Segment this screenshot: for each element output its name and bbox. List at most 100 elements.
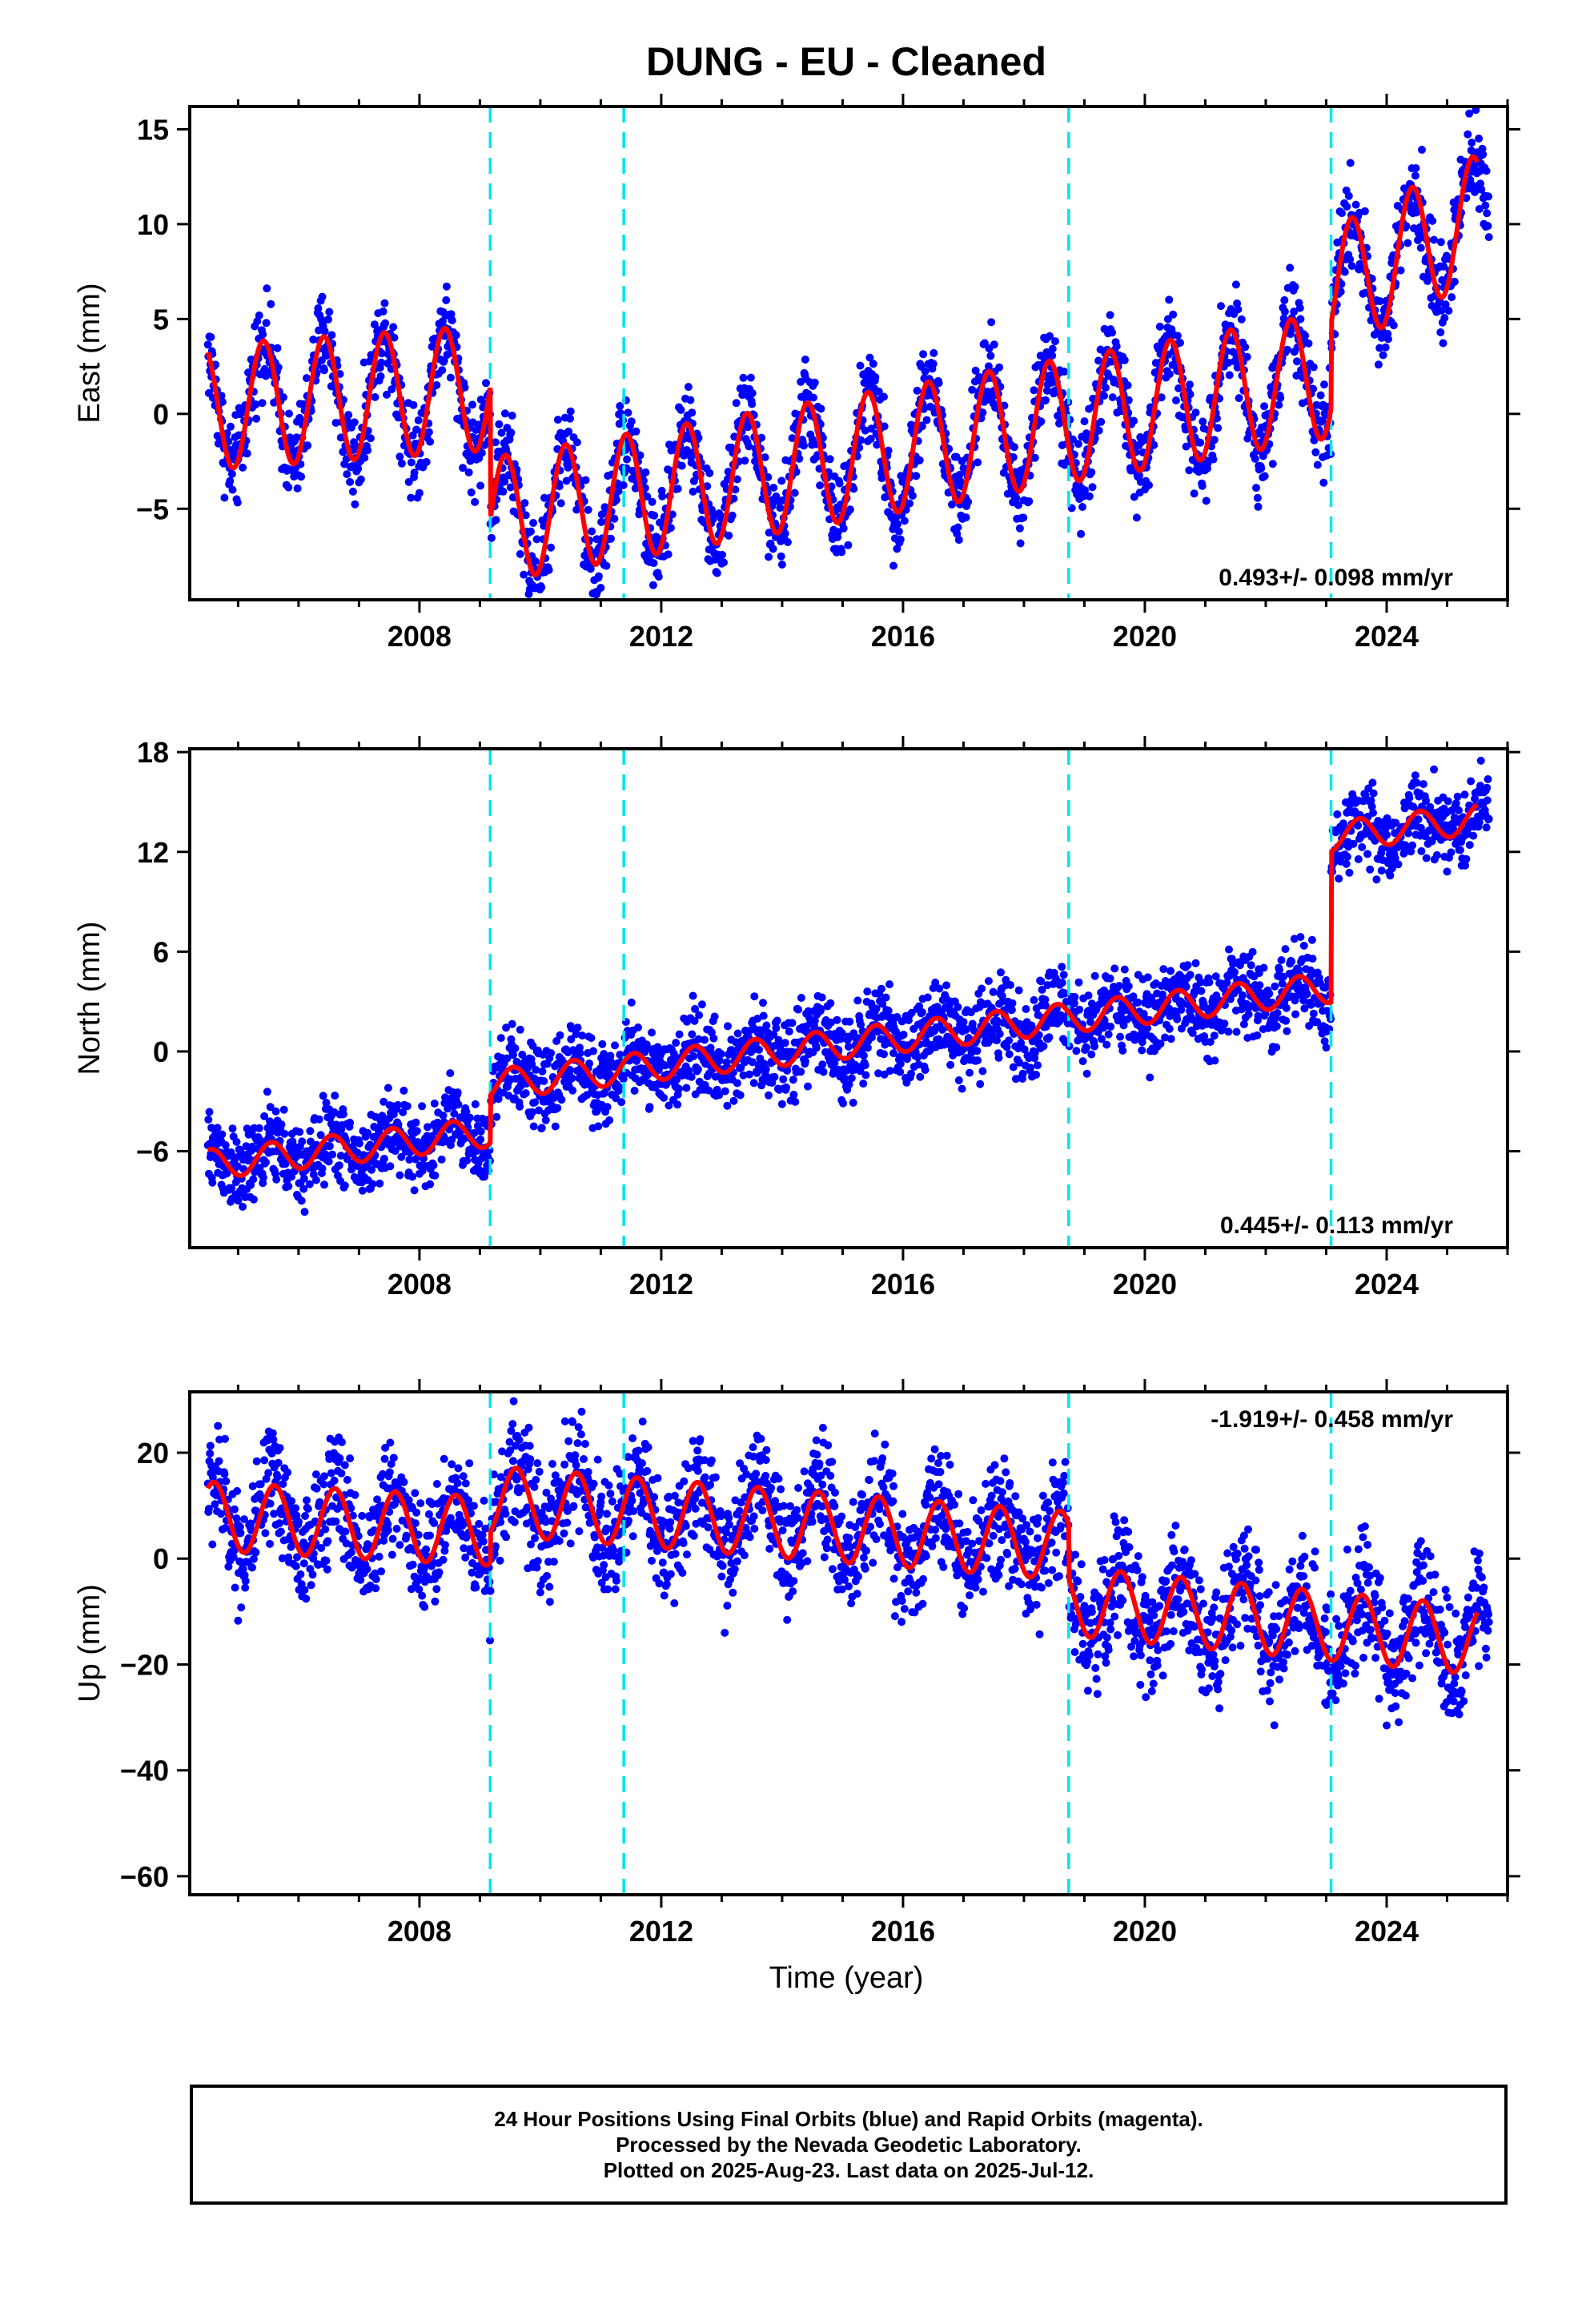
data-point	[205, 1108, 214, 1116]
data-point	[733, 1079, 741, 1088]
data-point	[1307, 935, 1316, 944]
data-point	[666, 524, 675, 533]
data-point	[448, 316, 456, 324]
data-point	[958, 1084, 966, 1093]
data-point	[791, 1097, 800, 1106]
data-point	[442, 296, 451, 304]
data-point	[1203, 459, 1212, 468]
y-tick-label: 0	[153, 398, 169, 431]
data-point	[1106, 1023, 1115, 1031]
data-point	[1155, 322, 1164, 331]
data-point	[683, 446, 691, 454]
data-point	[1338, 209, 1346, 218]
data-point	[403, 1102, 412, 1111]
data-point	[375, 1179, 384, 1188]
data-point	[249, 1175, 258, 1184]
data-point	[1244, 1010, 1253, 1019]
data-point	[1186, 380, 1194, 389]
data-point	[299, 1174, 308, 1183]
data-point	[725, 531, 733, 540]
data-point	[733, 475, 741, 484]
data-point	[785, 1027, 793, 1035]
data-point	[1299, 941, 1308, 950]
data-point	[377, 349, 386, 358]
data-point	[777, 552, 785, 561]
data-point	[893, 545, 901, 553]
data-point	[781, 1039, 789, 1047]
data-point	[356, 475, 365, 484]
data-point	[915, 456, 924, 464]
data-point	[631, 484, 640, 493]
data-point	[770, 1072, 779, 1081]
data-point	[566, 407, 575, 416]
data-point	[343, 470, 351, 479]
data-point	[371, 392, 379, 401]
data-point	[893, 520, 901, 529]
data-point	[764, 472, 773, 481]
data-point	[1287, 957, 1296, 966]
data-point	[1108, 328, 1117, 337]
data-point	[1202, 497, 1211, 505]
data-point	[1296, 933, 1305, 941]
data-point	[267, 300, 275, 308]
data-point	[1241, 343, 1250, 352]
data-point	[688, 408, 697, 417]
data-point	[1112, 342, 1121, 351]
data-point	[1381, 343, 1390, 352]
data-point	[339, 1110, 347, 1119]
data-point	[772, 1023, 781, 1032]
data-point	[1265, 989, 1274, 998]
data-point	[1074, 978, 1083, 987]
data-point	[845, 1043, 853, 1051]
data-point	[324, 1157, 333, 1166]
data-point	[379, 1154, 388, 1163]
data-point	[1316, 391, 1325, 400]
data-point	[701, 1035, 709, 1044]
data-point	[227, 422, 235, 431]
data-point	[1097, 417, 1106, 426]
data-point	[1094, 426, 1103, 435]
data-point	[277, 1120, 286, 1129]
data-point	[1225, 371, 1234, 380]
data-point	[1280, 308, 1289, 316]
data-point	[358, 1186, 367, 1195]
data-point	[226, 476, 235, 485]
data-point	[968, 1019, 977, 1028]
data-point	[812, 1043, 821, 1052]
data-point	[1251, 454, 1259, 463]
data-point	[415, 489, 424, 497]
data-point	[697, 1000, 706, 1009]
data-point	[894, 527, 903, 536]
data-point	[239, 1202, 247, 1211]
data-point	[295, 413, 304, 422]
data-point	[942, 981, 951, 990]
data-point	[627, 417, 636, 426]
data-point	[757, 433, 766, 442]
data-point	[677, 461, 686, 470]
data-point	[1293, 357, 1301, 366]
data-point	[777, 476, 786, 485]
data-point	[263, 1088, 271, 1096]
data-point	[1389, 321, 1398, 330]
data-point	[598, 1039, 607, 1048]
data-point	[761, 1065, 770, 1074]
data-point	[217, 392, 226, 400]
data-point	[865, 353, 874, 362]
data-point	[826, 999, 835, 1007]
data-point	[769, 484, 778, 492]
data-point	[460, 383, 469, 392]
data-point	[1237, 315, 1246, 324]
data-point	[1087, 1050, 1096, 1059]
data-point	[1018, 1069, 1027, 1078]
data-point	[818, 1060, 827, 1069]
data-point	[976, 1080, 985, 1088]
north-observed-points	[203, 756, 1493, 1216]
data-point	[859, 1051, 868, 1059]
data-point	[728, 511, 737, 520]
data-point	[715, 1056, 724, 1065]
data-point	[759, 999, 767, 1007]
data-point	[1360, 207, 1369, 215]
